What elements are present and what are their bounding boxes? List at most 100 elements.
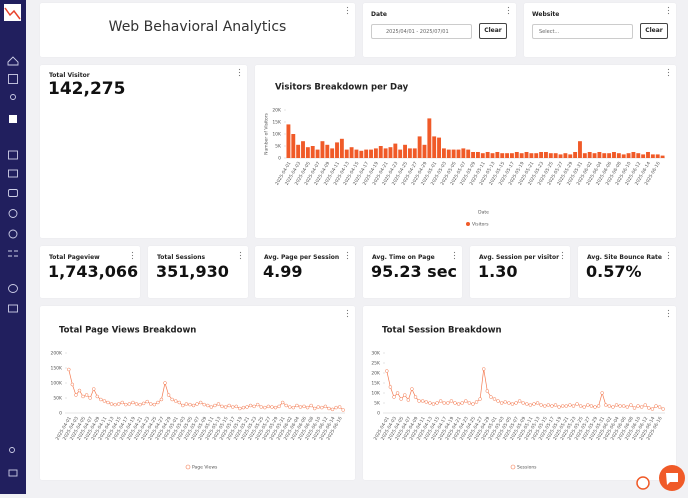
home-icon[interactable]: [7, 56, 19, 66]
page-icon[interactable]: [8, 74, 18, 84]
point: [341, 408, 345, 412]
menu-icon[interactable]: [667, 68, 670, 77]
point: [424, 400, 429, 404]
bar: [373, 148, 378, 158]
menu-dot: [667, 68, 670, 71]
menu-icon[interactable]: [346, 6, 349, 15]
phone-icon[interactable]: [8, 209, 18, 218]
point: [661, 407, 665, 411]
bar: [534, 153, 539, 158]
point: [88, 396, 92, 400]
point: [191, 403, 196, 408]
bar: [509, 153, 514, 158]
point: [478, 397, 482, 401]
legend-label: Sessions: [517, 465, 537, 471]
legend-swatch: [466, 222, 470, 226]
menu-icon[interactable]: [561, 251, 564, 260]
point: [70, 382, 75, 387]
user-icon[interactable]: [9, 447, 15, 453]
point: [84, 393, 89, 397]
calendar-icon[interactable]: [8, 150, 18, 160]
point: [542, 404, 547, 408]
point: [474, 400, 479, 404]
chart-icon-active[interactable]: [9, 115, 17, 123]
point: [263, 405, 267, 410]
point: [647, 406, 651, 410]
clear-button[interactable]: Clear: [640, 23, 668, 39]
users-icon[interactable]: [10, 94, 16, 100]
point: [650, 407, 655, 411]
menu-dot: [346, 315, 349, 318]
bar: [349, 147, 354, 158]
menu-icon[interactable]: [667, 251, 670, 260]
menu-dot: [346, 251, 349, 254]
date-range-input[interactable]: 2025/04/01 - 2025/07/01: [371, 24, 472, 39]
clear-button[interactable]: Clear: [479, 23, 507, 39]
menu-icon[interactable]: [131, 251, 134, 260]
folder-icon[interactable]: [8, 304, 18, 313]
menu-dot: [667, 315, 670, 318]
point: [596, 404, 601, 408]
point: [177, 400, 182, 405]
point: [152, 402, 157, 407]
menu-icon[interactable]: [453, 251, 456, 260]
whatsapp-icon[interactable]: [8, 229, 18, 239]
menu-icon[interactable]: [346, 309, 349, 318]
menu-icon[interactable]: [667, 6, 670, 15]
bar: [296, 144, 301, 158]
point: [431, 402, 436, 406]
lock-icon[interactable]: [8, 469, 18, 477]
website-filter-card: Website Select... Clear: [524, 3, 676, 57]
point: [138, 402, 142, 407]
menu-icon[interactable]: [346, 251, 349, 260]
stat-card: Avg. Page per Session 4.99: [255, 246, 355, 298]
title-card: Web Behavioral Analytics: [40, 3, 355, 57]
bar: [364, 149, 369, 158]
y-tick-label: 150K: [50, 366, 63, 372]
list-icon[interactable]: [8, 250, 18, 257]
chat-widget[interactable]: [630, 464, 688, 494]
point: [611, 405, 615, 409]
database-icon[interactable]: [8, 284, 18, 293]
bar: [621, 154, 626, 158]
point: [113, 402, 117, 407]
line-chart: Total Page Views Breakdown 0 50K 100K 150K 20…: [50, 326, 345, 471]
menu-dot: [346, 9, 349, 12]
stat-card: Avg. Session per visitor 1.30: [470, 246, 570, 298]
line-chart: Total Session Breakdown 0 5K 10K 15K 20K 25K 30…: [371, 326, 665, 471]
bar: [524, 152, 529, 158]
mail-icon[interactable]: [8, 169, 18, 178]
menu-icon[interactable]: [239, 251, 242, 260]
chat-icon[interactable]: [8, 189, 18, 197]
menu-icon[interactable]: [507, 6, 510, 15]
stat-card: Avg. Time on Page 95.23 sec: [363, 246, 462, 298]
menu-dot: [667, 251, 670, 254]
website-select[interactable]: Select...: [532, 24, 633, 39]
bar: [388, 147, 393, 158]
chart-title: Total Session Breakdown: [382, 326, 502, 336]
point: [337, 405, 342, 409]
y-tick-label: 5K: [275, 144, 282, 150]
point: [528, 403, 533, 407]
point: [77, 388, 82, 393]
point: [420, 399, 425, 403]
menu-dot: [453, 251, 456, 254]
bar: [325, 144, 330, 158]
menu-dot: [667, 74, 670, 77]
point: [510, 402, 515, 406]
bar: [587, 152, 592, 158]
menu-dot: [667, 12, 670, 15]
point: [657, 405, 662, 409]
menu-icon[interactable]: [667, 309, 670, 318]
menu-dot: [667, 6, 670, 9]
point: [213, 403, 217, 408]
bar: [650, 154, 655, 158]
bar: [597, 152, 602, 158]
point: [489, 395, 493, 399]
point: [131, 400, 135, 405]
bar: [558, 154, 563, 158]
menu-icon[interactable]: [238, 68, 241, 77]
bar: [378, 146, 383, 158]
help-icon[interactable]: [636, 476, 650, 490]
point: [277, 404, 281, 409]
